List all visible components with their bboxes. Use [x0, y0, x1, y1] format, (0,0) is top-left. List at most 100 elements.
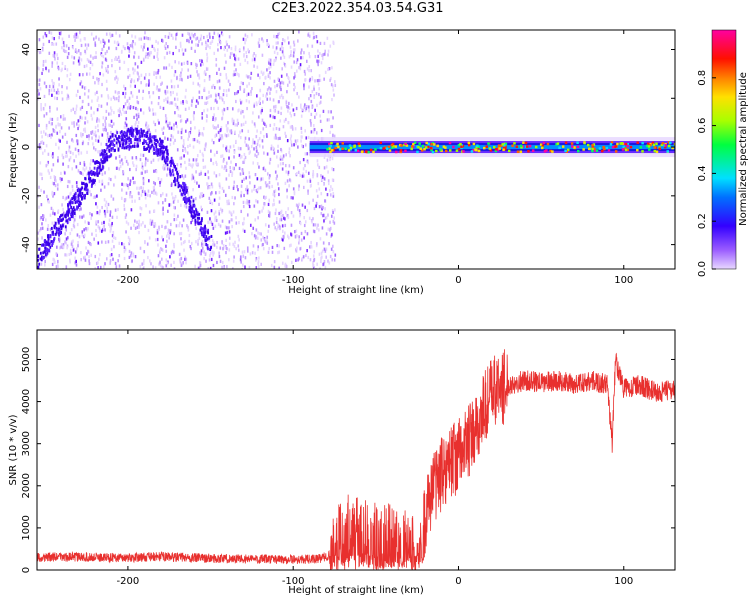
- noise-cell: [38, 143, 41, 147]
- noise-cell: [84, 49, 86, 53]
- noise-cell: [121, 158, 123, 162]
- noise-cell: [109, 34, 112, 38]
- signal-band-hotspot: [477, 149, 481, 153]
- noise-cell: [246, 246, 249, 250]
- arc-trace-cell: [45, 240, 48, 244]
- noise-cell: [187, 38, 189, 43]
- arc-trace-cell: [67, 211, 70, 215]
- arc-trace-cell: [134, 127, 137, 131]
- noise-cell: [333, 258, 336, 262]
- noise-cell: [74, 111, 77, 115]
- noise-cell: [273, 50, 276, 54]
- noise-cell: [117, 42, 120, 47]
- signal-band-hotspot: [646, 142, 650, 146]
- noise-cell: [140, 37, 143, 41]
- noise-cell: [283, 231, 286, 235]
- noise-cell: [334, 208, 336, 212]
- noise-cell: [138, 37, 141, 41]
- colorbar-label: Normalized spectral amplitude: [738, 72, 749, 226]
- noise-cell: [316, 59, 318, 63]
- arc-trace-cell: [87, 171, 90, 175]
- signal-band-hotspot: [664, 143, 668, 147]
- noise-cell: [281, 167, 284, 171]
- noise-cell: [196, 139, 199, 143]
- arc-trace-cell: [190, 195, 193, 199]
- noise-cell: [69, 150, 72, 154]
- noise-cell: [103, 41, 106, 45]
- arc-trace-cell: [128, 146, 131, 150]
- noise-cell: [53, 182, 55, 186]
- arc-trace-cell: [171, 161, 173, 165]
- noise-cell: [320, 259, 322, 263]
- noise-cell: [180, 237, 182, 241]
- noise-cell: [45, 218, 47, 222]
- noise-cell: [97, 165, 99, 169]
- noise-cell: [189, 36, 192, 40]
- arc-trace-cell: [43, 250, 46, 254]
- noise-cell: [68, 180, 71, 184]
- noise-cell: [52, 155, 54, 159]
- noise-cell: [142, 167, 144, 171]
- signal-band-hotspot: [556, 142, 560, 145]
- noise-cell: [217, 106, 220, 111]
- arc-trace-cell: [161, 145, 163, 149]
- noise-cell: [74, 33, 76, 37]
- noise-cell: [215, 162, 218, 167]
- noise-cell: [136, 108, 139, 112]
- arc-trace-cell: [194, 218, 197, 222]
- noise-cell: [321, 56, 324, 61]
- signal-band-hotspot: [624, 148, 628, 152]
- noise-cell: [50, 206, 53, 210]
- noise-cell: [148, 106, 150, 110]
- noise-cell: [267, 44, 270, 48]
- noise-cell: [316, 194, 319, 198]
- noise-cell: [257, 139, 259, 143]
- arc-trace-cell: [161, 139, 164, 143]
- noise-cell: [263, 151, 265, 155]
- noise-cell: [83, 228, 85, 232]
- noise-cell: [84, 86, 87, 90]
- noise-cell: [45, 66, 47, 70]
- noise-cell: [306, 249, 308, 253]
- noise-cell: [261, 107, 263, 111]
- noise-cell: [256, 188, 259, 192]
- arc-trace-cell: [57, 219, 60, 223]
- arc-trace-cell: [144, 134, 147, 138]
- noise-cell: [297, 187, 300, 192]
- noise-cell: [293, 143, 295, 147]
- arc-trace-cell: [102, 155, 104, 159]
- noise-cell: [77, 89, 79, 93]
- noise-cell: [209, 254, 211, 258]
- noise-cell: [251, 33, 253, 37]
- noise-cell: [271, 245, 274, 249]
- noise-cell: [129, 195, 131, 199]
- noise-cell: [143, 136, 146, 140]
- arc-trace-cell: [67, 213, 69, 217]
- noise-cell: [268, 58, 271, 62]
- noise-cell: [76, 139, 78, 143]
- noise-cell: [199, 37, 202, 41]
- noise-cell: [260, 262, 262, 266]
- arc-trace-cell: [83, 196, 86, 200]
- noise-cell: [217, 130, 220, 135]
- arc-trace-cell: [188, 196, 191, 200]
- noise-cell: [71, 55, 73, 59]
- noise-cell: [105, 109, 108, 114]
- arc-trace-cell: [72, 206, 75, 210]
- noise-cell: [148, 179, 150, 183]
- noise-cell: [221, 154, 224, 158]
- noise-cell: [332, 167, 335, 172]
- noise-cell: [103, 44, 105, 48]
- noise-cell: [312, 223, 315, 227]
- signal-band-hotspot: [394, 150, 398, 154]
- arc-trace-cell: [68, 217, 70, 221]
- noise-cell: [133, 115, 135, 119]
- arc-trace-cell: [205, 243, 208, 247]
- noise-cell: [289, 137, 292, 141]
- noise-cell: [57, 183, 59, 187]
- noise-cell: [210, 106, 213, 111]
- noise-cell: [252, 54, 255, 58]
- noise-cell: [258, 44, 261, 48]
- arc-trace-cell: [47, 235, 49, 239]
- noise-cell: [265, 124, 268, 128]
